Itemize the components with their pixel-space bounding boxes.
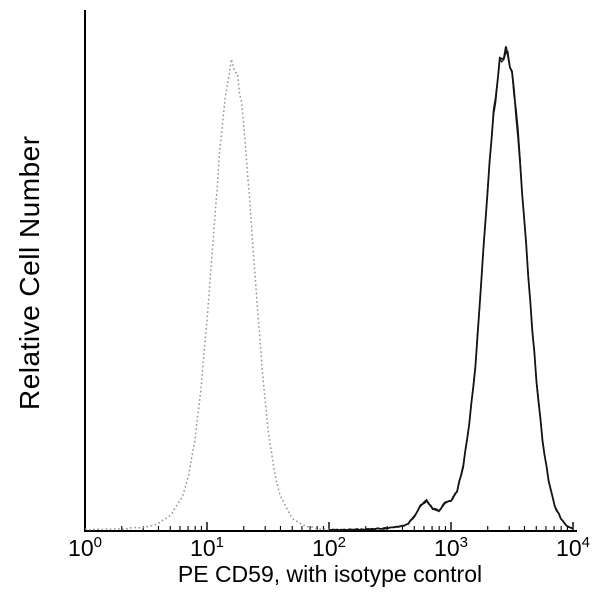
- x-tick-label: 101: [190, 534, 224, 561]
- x-axis-title: PE CD59, with isotype control: [177, 561, 483, 587]
- isotype-control-curve: [85, 58, 342, 532]
- y-axis-label: Relative Cell Number: [14, 135, 45, 410]
- x-tick-label: 104: [556, 534, 590, 561]
- cd59-curve: [329, 46, 574, 532]
- x-tick-label: 103: [434, 534, 468, 561]
- x-tick-label: 102: [312, 534, 346, 561]
- cd59-curve-overlay: [328, 50, 574, 532]
- x-tick-label: 100: [68, 534, 102, 561]
